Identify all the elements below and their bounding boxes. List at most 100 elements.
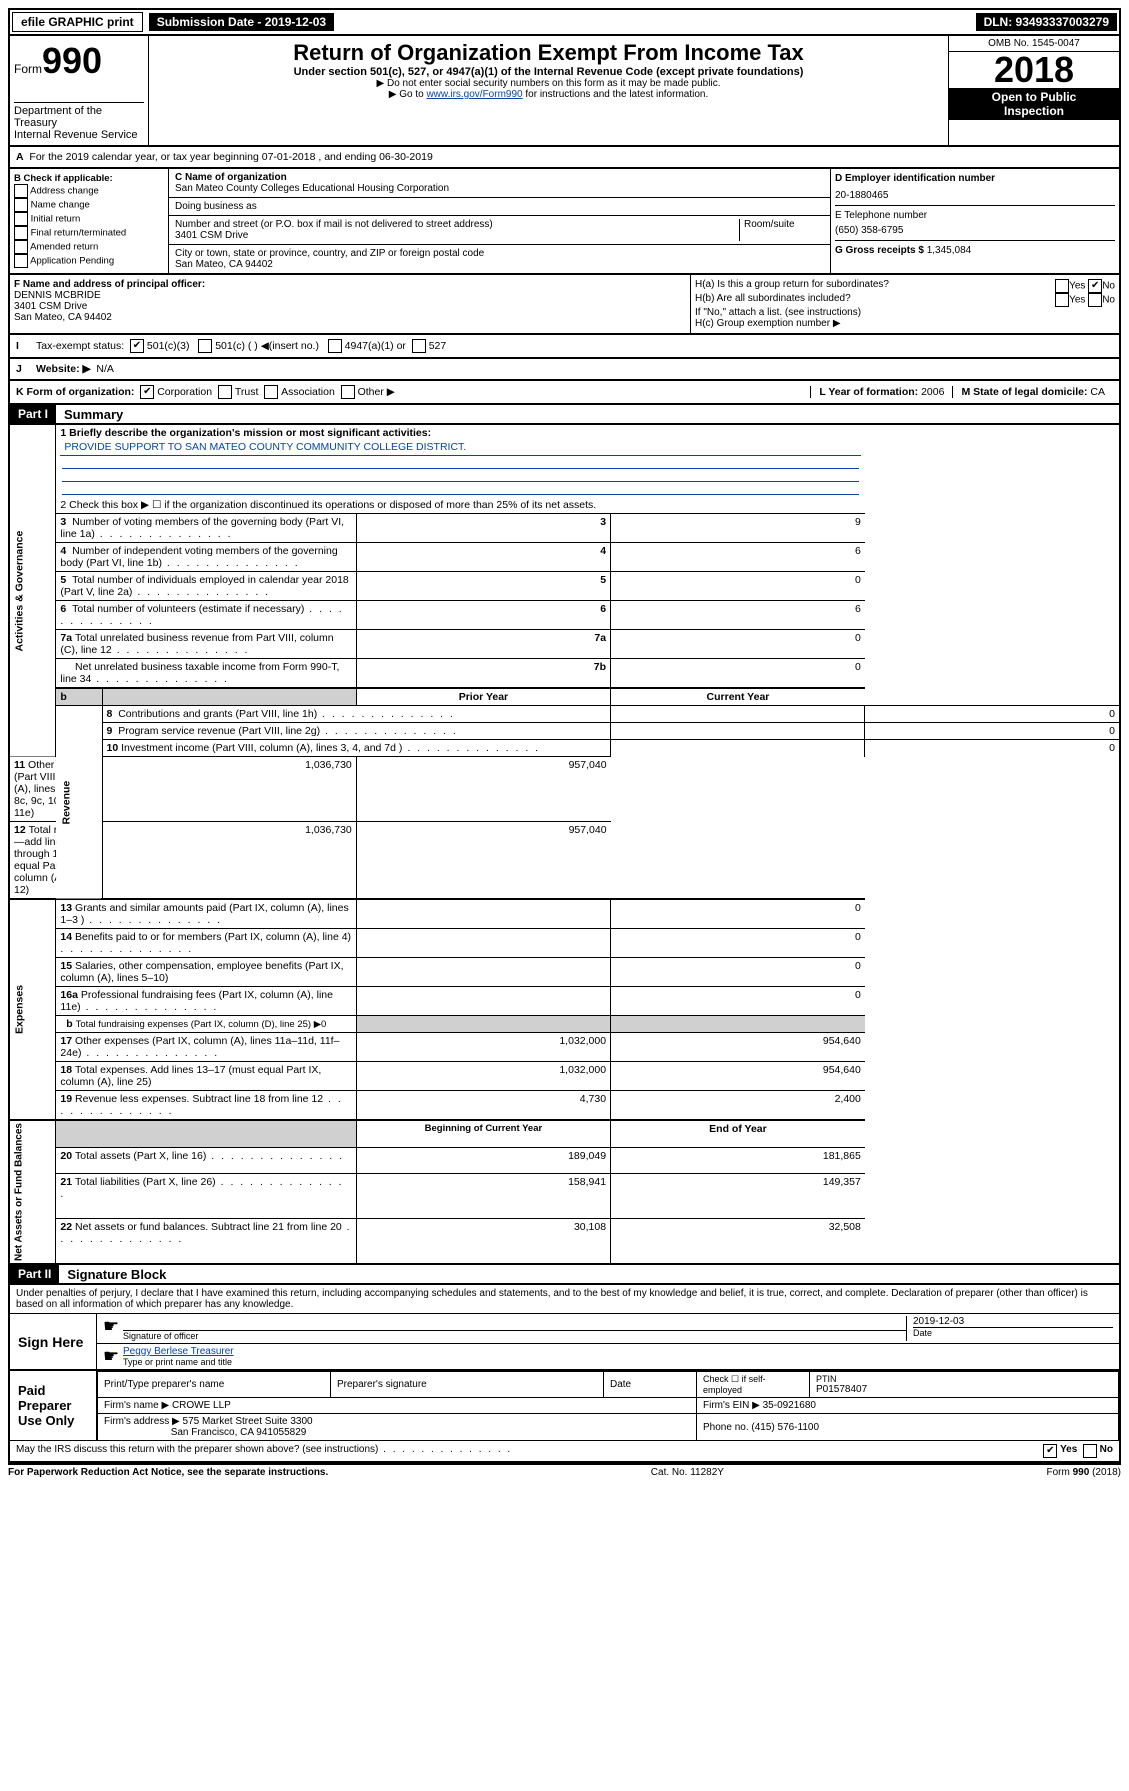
l-label: L Year of formation: [819, 386, 918, 398]
rev-9-curr: 0 [865, 723, 1120, 740]
final-return-checkbox[interactable] [14, 226, 28, 240]
gov-7b-text: Net unrelated business taxable income fr… [60, 661, 339, 685]
sign-here-label: Sign Here [10, 1314, 97, 1369]
b-label: B Check if applicable: [14, 173, 164, 184]
association-checkbox[interactable] [264, 385, 278, 399]
title-box: Return of Organization Exempt From Incom… [149, 36, 948, 145]
ptin-value: P01578407 [816, 1384, 1112, 1395]
net-20-prior: 189,049 [356, 1147, 610, 1173]
part1-title: Summary [56, 407, 123, 422]
hb-yes-checkbox[interactable] [1055, 293, 1069, 307]
amended-return-checkbox[interactable] [14, 240, 28, 254]
gov-7a-num: 7a [356, 630, 610, 659]
501c3-checkbox[interactable] [130, 339, 144, 353]
exp-15-curr: 0 [611, 958, 865, 987]
association-label: Association [281, 386, 335, 398]
exp-13-curr: 0 [611, 899, 865, 929]
part2-header-row: Part II Signature Block [8, 1265, 1121, 1285]
city-row: City or town, state or province, country… [169, 245, 830, 273]
sidebar-net-assets: Net Assets or Fund Balances [9, 1120, 56, 1264]
gov-4-text: Number of independent voting members of … [60, 545, 337, 569]
ha-no-checkbox[interactable] [1088, 279, 1102, 293]
goto-prefix: ▶ Go to [389, 89, 427, 100]
other-checkbox[interactable] [341, 385, 355, 399]
perjury-text: Under penalties of perjury, I declare th… [10, 1285, 1119, 1313]
4947-checkbox[interactable] [328, 339, 342, 353]
line-j: J Website: ▶ N/A [8, 359, 1121, 381]
501c3-label: 501(c)(3) [147, 340, 190, 352]
hb-yes-label: Yes [1069, 295, 1085, 306]
form-title: Return of Organization Exempt From Incom… [153, 40, 944, 66]
discuss-yes-checkbox[interactable] [1043, 1444, 1057, 1458]
form-footer: Form 990 (2018) [1047, 1467, 1121, 1478]
gov-5-num: 5 [356, 572, 610, 601]
trust-checkbox[interactable] [218, 385, 232, 399]
dba-row: Doing business as [169, 198, 830, 216]
501c-label: 501(c) ( ) ◀(insert no.) [215, 340, 319, 352]
c-name-row: C Name of organization San Mateo County … [169, 169, 830, 198]
open-label: Open to Public [951, 90, 1117, 104]
officer-name-title[interactable]: Peggy Berlese Treasurer [123, 1346, 1113, 1357]
initial-return-checkbox[interactable] [14, 212, 28, 226]
current-year-header: Current Year [611, 688, 865, 706]
city-value: San Mateo, CA 94402 [175, 259, 824, 270]
submission-date-button[interactable]: Submission Date - 2019-12-03 [149, 13, 334, 31]
corporation-checkbox[interactable] [140, 385, 154, 399]
application-pending-checkbox[interactable] [14, 254, 28, 268]
exp-16a-curr: 0 [611, 987, 865, 1016]
paid-preparer-table: Print/Type preparer's name Preparer's si… [97, 1371, 1119, 1440]
net-21-text: Total liabilities (Part X, line 26) [60, 1176, 343, 1200]
efile-button[interactable]: efile GRAPHIC print [12, 12, 143, 32]
gov-5-text: Total number of individuals employed in … [60, 574, 348, 598]
rev-10-text: Investment income (Part VIII, column (A)… [121, 742, 540, 754]
ha-label: H(a) Is this a group return for subordin… [695, 279, 889, 293]
name-change-label: Name change [31, 200, 90, 211]
exp-18-prior: 1,032,000 [356, 1062, 610, 1091]
self-employed-label: Check ☐ if self-employed [697, 1372, 810, 1398]
exp-15-prior [356, 958, 610, 987]
k-label: K Form of organization: [16, 386, 134, 398]
gov-6-num: 6 [356, 601, 610, 630]
hb-label: H(b) Are all subordinates included? [695, 293, 851, 307]
irs-label: Internal Revenue Service [14, 129, 144, 141]
sig-date-value: 2019-12-03 [913, 1316, 1113, 1327]
exp-16a-text: Professional fundraising fees (Part IX, … [60, 989, 333, 1013]
line-i: I Tax-exempt status: 501(c)(3) 501(c) ( … [8, 335, 1121, 359]
eoy-header: End of Year [611, 1120, 865, 1147]
name-change-checkbox[interactable] [14, 198, 28, 212]
exp-14-curr: 0 [611, 929, 865, 958]
signature-block: Under penalties of perjury, I declare th… [8, 1285, 1121, 1463]
dept-treasury: Department of the Treasury Internal Reve… [14, 102, 144, 141]
preparer-name-header: Print/Type preparer's name [98, 1372, 331, 1398]
527-checkbox[interactable] [412, 339, 426, 353]
form-subtitle: Under section 501(c), 527, or 4947(a)(1)… [153, 66, 944, 78]
discuss-no-checkbox[interactable] [1083, 1444, 1097, 1458]
irs-form990-link[interactable]: www.irs.gov/Form990 [426, 89, 522, 100]
gov-4-num: 4 [356, 543, 610, 572]
ha-yes-checkbox[interactable] [1055, 279, 1069, 293]
gov-3-num: 3 [356, 514, 610, 543]
form-number-box: Form990 Department of the Treasury Inter… [10, 36, 149, 145]
line1-label: 1 Briefly describe the organization's mi… [60, 427, 860, 439]
street-value: 3401 CSM Drive [175, 230, 739, 241]
address-change-checkbox[interactable] [14, 184, 28, 198]
dln-button[interactable]: DLN: 93493337003279 [976, 13, 1117, 31]
street-row: Number and street (or P.O. box if mail i… [169, 216, 830, 245]
ptin-label: PTIN [816, 1374, 1112, 1384]
address-change-label: Address change [30, 186, 99, 197]
website-label: Website: ▶ [36, 363, 91, 375]
exp-16b-curr [611, 1016, 865, 1033]
exp-19-curr: 2,400 [611, 1091, 865, 1121]
gov-7a-text: Total unrelated business revenue from Pa… [60, 632, 333, 656]
other-label: Other ▶ [358, 386, 395, 398]
501c-checkbox[interactable] [198, 339, 212, 353]
gov-6-text: Total number of volunteers (estimate if … [60, 603, 343, 627]
f-label: F Name and address of principal officer: [14, 279, 686, 290]
tax-year-range: For the 2019 calendar year, or tax year … [29, 151, 432, 163]
cat-number: Cat. No. 11282Y [651, 1467, 724, 1478]
net-22-curr: 32,508 [611, 1218, 865, 1264]
line-a: A For the 2019 calendar year, or tax yea… [8, 147, 1121, 169]
section-bcdeg: B Check if applicable: Address change Na… [8, 169, 1121, 275]
ein-label: D Employer identification number [835, 173, 1115, 184]
hb-no-checkbox[interactable] [1088, 293, 1102, 307]
